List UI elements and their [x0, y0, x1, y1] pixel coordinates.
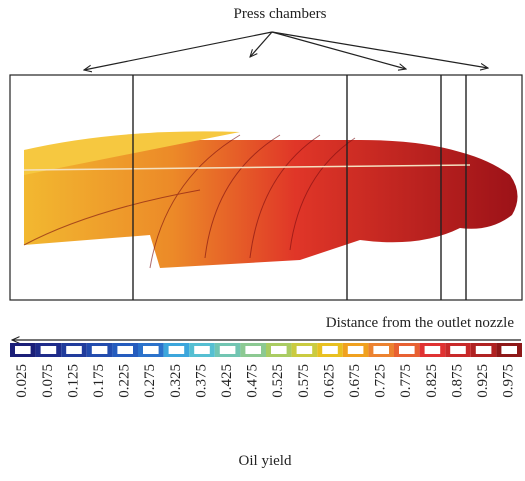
colorbar-gap	[220, 346, 236, 354]
colorbar: 0.025 0.075 0.125 0.175 0.225 0.275 0.325 0.375…	[10, 343, 522, 398]
colorbar-tick-label: 0.925	[475, 364, 491, 398]
colorbar-gap	[92, 346, 108, 354]
colorbar-tick-label: 0.675	[347, 364, 363, 398]
screw	[24, 131, 518, 268]
colorbar-gap	[15, 346, 31, 354]
colorbar-tick-label: 0.825	[424, 364, 440, 398]
colorbar-gap	[297, 346, 313, 354]
colorbar-tick-label: 0.975	[501, 364, 517, 398]
colorbar-tick-label: 0.625	[321, 364, 337, 398]
colorbar-gap	[348, 346, 364, 354]
colorbar-tick-label: 0.225	[117, 364, 133, 398]
colorbar-gap	[245, 346, 261, 354]
colorbar-tick-label: 0.525	[270, 364, 286, 398]
colorbar-tick-label: 0.775	[398, 364, 414, 398]
axis-label: Distance from the outlet nozzle	[326, 315, 515, 331]
colorbar-gap	[66, 346, 82, 354]
colorbar-gap	[476, 346, 492, 354]
colorbar-gap	[450, 346, 466, 354]
colorbar-gap	[501, 346, 517, 354]
colorbar-tick-label: 0.475	[245, 364, 261, 398]
colorbar-tick-label: 0.125	[65, 364, 81, 398]
colorbar-tick-label: 0.275	[142, 364, 158, 398]
colorbar-tick-label: 0.075	[40, 364, 56, 398]
colorbar-tick-label: 0.875	[449, 364, 465, 398]
colorbar-gap	[194, 346, 210, 354]
pointer-arrows	[84, 32, 488, 70]
colorbar-tick-label: 0.175	[91, 364, 107, 398]
colorbar-gap	[117, 346, 133, 354]
colorbar-gap	[143, 346, 159, 354]
colorbar-gap	[322, 346, 338, 354]
colorbar-tick-label: 0.725	[373, 364, 389, 398]
colorbar-tick-label: 0.425	[219, 364, 235, 398]
colorbar-tick-label: 0.375	[193, 364, 209, 398]
colorbar-gap	[373, 346, 389, 354]
colorbar-tick-label: 0.575	[296, 364, 312, 398]
colorbar-gap	[399, 346, 415, 354]
colorbar-tick-label: 0.025	[14, 364, 30, 398]
title: Press chambers	[234, 6, 327, 22]
colorbar-gap	[169, 346, 185, 354]
colorbar-gap	[271, 346, 287, 354]
figure: Press chambers Distance from the outlet …	[0, 0, 525, 476]
colorbar-tick-label: 0.325	[168, 364, 184, 398]
colorbar-gap	[425, 346, 441, 354]
colorbar-gap	[41, 346, 57, 354]
colorbar-title: Oil yield	[239, 453, 292, 469]
